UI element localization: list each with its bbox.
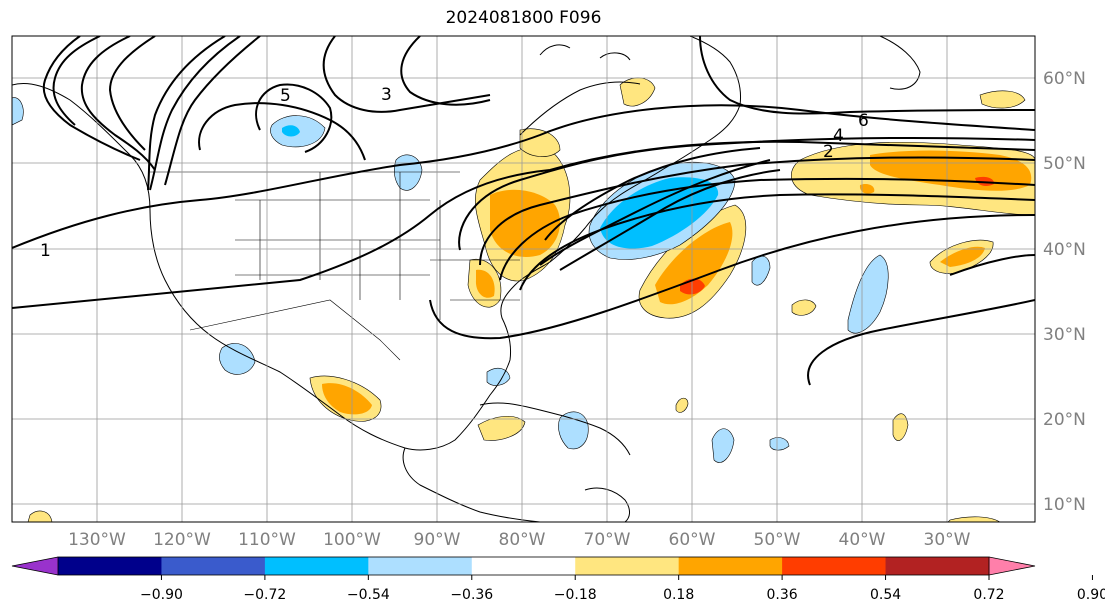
lon-label: 100°W	[323, 530, 381, 550]
colorbar-segment	[58, 557, 162, 575]
lat-label: 10°N	[1043, 495, 1086, 515]
map-panel: 1 2 3 4 5 6	[12, 36, 1035, 522]
colorbar-tick-label: 0.72	[973, 587, 1004, 603]
coastlines	[12, 36, 921, 522]
contour-label: 6	[858, 111, 869, 131]
contour-label-group: 1 2 3 4 5 6	[40, 85, 869, 261]
colorbar-tick-label: −0.36	[450, 587, 493, 603]
lon-label: 30°W	[924, 530, 971, 550]
lon-label: 120°W	[153, 530, 211, 550]
colorbar-segment	[678, 557, 783, 575]
colorbar-segment	[885, 557, 990, 575]
colorbar-max-extension	[989, 557, 1035, 575]
contour-label: 3	[381, 85, 392, 105]
lat-label: 20°N	[1043, 410, 1086, 430]
colorbar-tick-label: −0.54	[347, 587, 390, 603]
contour-label: 4	[833, 126, 844, 146]
colorbar-min-extension	[12, 557, 58, 575]
colorbar-segment	[161, 557, 266, 575]
lon-label: 70°W	[584, 530, 631, 550]
lat-label: 60°N	[1043, 69, 1086, 89]
colorbar-segment	[264, 557, 369, 575]
colorbar-tick-label: 0.36	[767, 587, 798, 603]
contour-lines	[12, 36, 1035, 386]
contour-label: 2	[823, 142, 834, 162]
colorbar-segment	[368, 557, 473, 575]
political-borders	[150, 171, 520, 361]
colorbar-tick-label: 0.54	[870, 587, 901, 603]
colorbar-frame	[57, 556, 990, 576]
lat-label: 50°N	[1043, 154, 1086, 174]
lon-label: 50°W	[754, 530, 801, 550]
positive-anomaly-shading	[27, 77, 1035, 522]
colorbar-tick-label: −0.72	[243, 587, 286, 603]
lat-label: 30°N	[1043, 325, 1086, 345]
lon-label: 80°W	[499, 530, 546, 550]
colorbar-tick-label: 0.18	[663, 587, 694, 603]
latitude-labels: 60°N 50°N 40°N 30°N 20°N 10°N	[1043, 69, 1086, 515]
colorbar-segment	[471, 557, 576, 575]
longitude-labels: 130°W 120°W 110°W 100°W 90°W 80°W 70°W 6…	[68, 530, 971, 550]
colorbar-tick-label: 0.90	[1077, 587, 1105, 603]
contour-label: 1	[40, 241, 51, 261]
lon-label: 110°W	[238, 530, 296, 550]
colorbar-segment	[782, 557, 887, 575]
colorbar-segment	[575, 557, 680, 575]
map-title: 2024081800 F096	[445, 8, 602, 28]
lat-label: 40°N	[1043, 240, 1086, 260]
lon-label: 90°W	[414, 530, 461, 550]
lon-label: 40°W	[839, 530, 886, 550]
lon-label: 60°W	[669, 530, 716, 550]
contour-label: 5	[280, 86, 291, 106]
lon-label: 130°W	[68, 530, 126, 550]
colorbar: −0.90 −0.72 −0.54 −0.36 −0.18 0.18 0.36 0.54 0.7…	[11, 556, 1105, 603]
colorbar-tick-label: −0.90	[140, 587, 183, 603]
map-frame	[11, 35, 1036, 523]
colorbar-tick-label: −0.18	[554, 587, 597, 603]
